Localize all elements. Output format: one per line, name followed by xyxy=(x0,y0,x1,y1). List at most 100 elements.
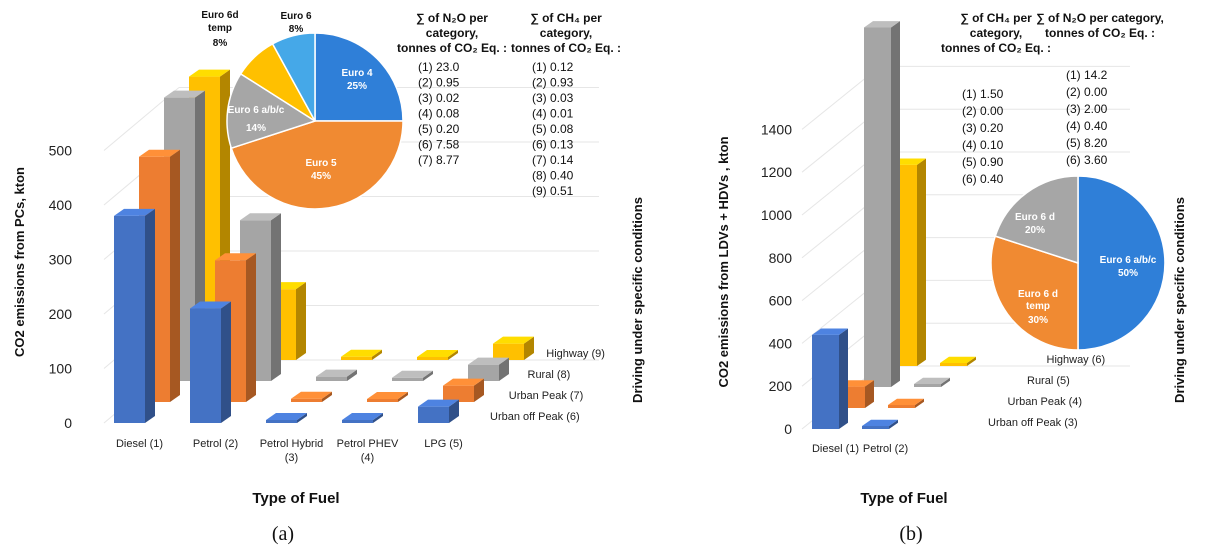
bar-top xyxy=(291,391,332,399)
bar-top xyxy=(914,377,950,384)
bar-top xyxy=(443,378,484,386)
table-row: (2) 0.00 xyxy=(1066,85,1108,99)
bar-front xyxy=(190,308,221,423)
pie-slice-label-line: Euro 6d xyxy=(201,10,238,21)
bar-side xyxy=(372,349,382,360)
category-label-line: Petrol PHEV xyxy=(337,438,399,450)
series-label: Highway (9) xyxy=(546,348,605,360)
table-header: category, xyxy=(426,26,478,40)
table-header: ∑ of CH₄ per xyxy=(530,11,602,25)
table-header: ∑ of CH₄ per xyxy=(960,11,1032,25)
pie-slice-label: Euro 6 xyxy=(280,11,312,22)
x-axis-label-a: Type of Fuel xyxy=(252,490,339,507)
bar-top xyxy=(190,301,231,309)
y-tick-label: 1400 xyxy=(761,121,792,137)
bar-front xyxy=(291,398,322,402)
table-row: (3) 2.00 xyxy=(1066,102,1108,116)
bar-front xyxy=(888,405,915,408)
pie-slice-label: Euro 5 xyxy=(305,158,337,169)
bar-side xyxy=(296,282,306,360)
bar-front xyxy=(493,343,524,360)
bar-side xyxy=(839,328,848,429)
bar-side xyxy=(373,413,383,423)
y-tick-label: 1200 xyxy=(761,164,792,180)
table-row: (2) 0.95 xyxy=(418,76,460,90)
pie-slice-label-line: temp xyxy=(1026,301,1050,312)
bar-front xyxy=(914,384,941,387)
bar-side xyxy=(322,391,332,402)
bar-top xyxy=(418,399,459,407)
bar-side xyxy=(271,213,281,381)
bar-top xyxy=(266,413,307,420)
pie-slice-label-line: Euro 6 d xyxy=(1018,289,1058,300)
bar-front xyxy=(864,27,891,387)
table-row: (4) 0.40 xyxy=(1066,119,1108,133)
table-row: (7) 8.77 xyxy=(418,153,460,167)
bar-front xyxy=(417,357,448,360)
y-tick-label: 300 xyxy=(49,252,73,268)
table-row: (2) 0.00 xyxy=(962,104,1004,118)
pie-slice xyxy=(230,120,404,210)
table-row: (6) 0.40 xyxy=(962,172,1004,186)
bar xyxy=(417,350,458,360)
pie-slice xyxy=(990,235,1079,351)
pie-slice-label: Euro 6 a/b/c xyxy=(1100,255,1157,266)
y-tick-label: 0 xyxy=(64,415,72,431)
bar xyxy=(291,391,332,402)
bar-top xyxy=(139,149,180,157)
bar xyxy=(443,378,484,402)
bar xyxy=(266,413,307,423)
panel-label-a: (a) xyxy=(272,523,294,545)
category-label-line: Petrol Hybrid xyxy=(260,438,324,450)
bar-side xyxy=(145,208,155,423)
category-label: Petrol (2) xyxy=(193,438,238,450)
pie-slice-label: Euro 6 a/b/c xyxy=(228,105,285,116)
series-label: Urban off Peak (6) xyxy=(490,411,580,423)
table-row: (3) 0.02 xyxy=(418,91,460,105)
pie-slice-pct: 14% xyxy=(246,123,266,134)
bar-side xyxy=(941,377,950,387)
pie-slice xyxy=(994,175,1079,265)
table-row: (2) 0.93 xyxy=(532,76,574,90)
bar-top xyxy=(940,356,976,363)
pie-slice-pct: 8% xyxy=(213,38,228,49)
bar xyxy=(392,370,433,381)
table-row: (3) 0.03 xyxy=(532,91,574,105)
pie-slice-pct: 25% xyxy=(347,81,367,92)
bar xyxy=(493,336,534,360)
x-axis-label-b: Type of Fuel xyxy=(860,490,947,507)
pie-slice-label-line: temp xyxy=(208,23,232,34)
pie-slice-pct: 20% xyxy=(1025,225,1045,236)
series-label: Rural (8) xyxy=(528,369,571,381)
series-label: Rural (5) xyxy=(1027,375,1070,387)
bar-front xyxy=(392,377,423,381)
bar-front xyxy=(367,399,398,402)
bar-front xyxy=(940,363,967,366)
category-label: Petrol PHEV (4) xyxy=(337,438,399,464)
bar-front xyxy=(443,385,474,402)
bar-side xyxy=(246,253,256,402)
table-row: (1) 14.2 xyxy=(1066,68,1108,82)
bar-side xyxy=(170,149,180,402)
bar-front xyxy=(316,376,347,381)
bar-top xyxy=(164,90,205,98)
bar-front xyxy=(468,364,499,381)
pie-slice-label: Euro 6 d temp xyxy=(1018,289,1058,312)
table-row: (5) 0.90 xyxy=(962,155,1004,169)
panel-a-chart: 0 100 200 300 400 500 Highway (9) Rural (8) Urba… xyxy=(12,10,645,545)
pie-slice-pct: 50% xyxy=(1118,268,1138,279)
bar-side xyxy=(297,413,307,423)
bar-top xyxy=(888,398,924,405)
bar-side xyxy=(499,357,509,381)
category-label: Petrol (2) xyxy=(863,443,908,455)
bar-top xyxy=(189,69,230,77)
y-tick-label: 800 xyxy=(769,250,793,266)
table-header: tonnes of CO₂ Eq. : xyxy=(1045,26,1155,40)
bar-side xyxy=(448,350,458,360)
table-header: ∑ of N₂O per category, xyxy=(1036,11,1164,25)
table-row: (3) 0.20 xyxy=(962,121,1004,135)
bar-top xyxy=(392,370,433,378)
y-axis-label-b: CO2 emissions from LDVs + HDVs , kton xyxy=(716,136,731,387)
panel-label-b: (b) xyxy=(899,523,922,545)
